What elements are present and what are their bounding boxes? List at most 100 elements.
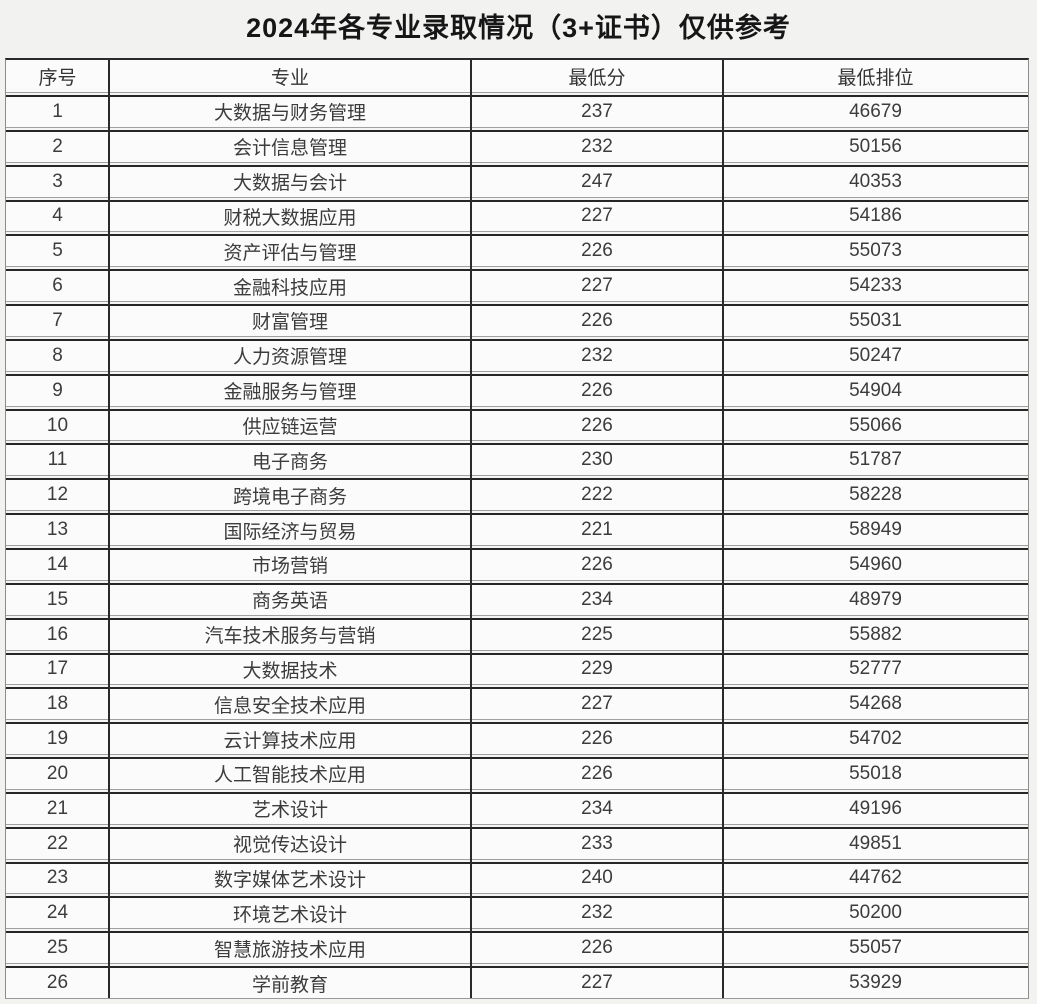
cell-rank: 49851 <box>849 832 902 854</box>
cell-score: 230 <box>581 449 613 471</box>
cell-major: 商务英语 <box>251 591 328 613</box>
table-row: 15 商务英语 234 48979 <box>6 585 1028 615</box>
table-row: 16 汽车技术服务与营销 225 55882 <box>6 620 1028 650</box>
cell-major: 学前教育 <box>251 974 328 996</box>
column-divider <box>108 60 110 998</box>
table-row: 3 大数据与会计 247 40353 <box>6 167 1028 197</box>
cell-score: 225 <box>581 623 613 645</box>
cell-score: 226 <box>581 309 613 331</box>
cell-major: 大数据与会计 <box>232 173 347 195</box>
page-title: 2024年各专业录取情况（3+证书）仅供参考 <box>246 13 791 43</box>
cell-score: 226 <box>581 240 613 262</box>
cell-index: 3 <box>52 170 63 192</box>
cell-major: 电子商务 <box>251 451 328 473</box>
table-row: 21 艺术设计 234 49196 <box>6 794 1028 824</box>
row-divider <box>6 544 1028 550</box>
cell-score: 227 <box>581 972 613 994</box>
cell-index: 6 <box>52 275 63 297</box>
column-divider <box>722 60 724 998</box>
row-divider <box>6 92 1028 97</box>
cell-score: 234 <box>581 797 613 819</box>
cell-score: 232 <box>581 344 613 366</box>
cell-score: 232 <box>581 135 613 157</box>
cell-index: 16 <box>46 623 69 645</box>
cell-score: 226 <box>581 762 613 784</box>
cell-score: 226 <box>581 937 613 959</box>
table-row: 22 视觉传达设计 233 49851 <box>6 829 1028 859</box>
cell-rank: 50200 <box>849 902 902 924</box>
cell-major: 大数据与财务管理 <box>213 103 366 125</box>
cell-index: 14 <box>46 553 69 575</box>
table-row: 12 跨境电子商务 222 58228 <box>6 480 1028 510</box>
row-divider <box>6 928 1028 934</box>
row-divider <box>6 754 1028 760</box>
cell-score: 234 <box>581 588 613 610</box>
table-row: 26 学前教育 227 53929 <box>6 968 1028 998</box>
cell-major: 数字媒体艺术设计 <box>213 869 366 891</box>
cell-rank: 58949 <box>849 519 902 541</box>
cell-major: 资产评估与管理 <box>223 242 357 264</box>
cell-rank: 54904 <box>849 379 902 401</box>
cell-index: 5 <box>52 240 63 262</box>
cell-score: 237 <box>581 100 613 122</box>
row-divider <box>6 266 1028 272</box>
table-body: 1 大数据与财务管理 237 46679 2 会计信息管理 232 50156 … <box>6 92 1028 998</box>
cell-major: 人工智能技术应用 <box>213 765 366 787</box>
row-divider <box>6 440 1028 446</box>
row-divider <box>6 510 1028 516</box>
cell-rank: 44762 <box>849 867 902 889</box>
column-divider <box>470 60 472 998</box>
cell-index: 26 <box>46 972 69 994</box>
cell-rank: 54268 <box>849 693 902 715</box>
cell-score: 222 <box>581 484 613 506</box>
cell-rank: 54186 <box>849 205 902 227</box>
cell-major: 信息安全技术应用 <box>213 695 366 717</box>
row-divider <box>6 126 1028 132</box>
results-table: 序号 专业 最低分 最低排位 1 大数据与财务管理 237 46679 2 会计… <box>5 58 1029 999</box>
cell-major: 会计信息管理 <box>232 138 347 160</box>
cell-rank: 58228 <box>849 484 902 506</box>
cell-index: 12 <box>46 484 69 506</box>
cell-rank: 51787 <box>849 449 902 471</box>
cell-major: 智慧旅游技术应用 <box>213 939 366 961</box>
header-cell-index: 序号 <box>38 67 77 89</box>
cell-index: 8 <box>52 344 63 366</box>
cell-rank: 40353 <box>849 170 902 192</box>
table-row: 7 财富管理 226 55031 <box>6 306 1028 336</box>
cell-score: 247 <box>581 170 613 192</box>
cell-score: 229 <box>581 658 613 680</box>
cell-rank: 55031 <box>849 309 902 331</box>
cell-score: 240 <box>581 867 613 889</box>
row-divider <box>6 475 1028 481</box>
table-row: 8 人力资源管理 232 50247 <box>6 341 1028 371</box>
cell-rank: 50156 <box>849 135 902 157</box>
cell-rank: 54702 <box>849 728 902 750</box>
row-divider <box>6 963 1028 969</box>
cell-score: 227 <box>581 205 613 227</box>
cell-rank: 55057 <box>849 937 902 959</box>
row-divider <box>6 823 1028 829</box>
cell-index: 22 <box>46 832 69 854</box>
cell-index: 9 <box>52 379 63 401</box>
row-divider <box>6 788 1028 794</box>
row-divider <box>6 196 1028 202</box>
cell-index: 10 <box>46 414 69 436</box>
cell-index: 2 <box>52 135 63 157</box>
cell-index: 15 <box>46 588 69 610</box>
table-header-row: 序号 专业 最低分 最低排位 <box>6 60 1028 92</box>
row-divider <box>6 335 1028 341</box>
cell-score: 221 <box>581 519 613 541</box>
cell-index: 25 <box>46 937 69 959</box>
table-row: 25 智慧旅游技术应用 226 55057 <box>6 933 1028 963</box>
cell-index: 24 <box>46 902 69 924</box>
cell-major: 跨境电子商务 <box>232 486 347 508</box>
cell-major: 大数据技术 <box>242 660 338 682</box>
table-row: 10 供应链运营 226 55066 <box>6 411 1028 441</box>
cell-major: 供应链运营 <box>242 417 338 439</box>
cell-rank: 55882 <box>849 623 902 645</box>
header-cell-major: 专业 <box>270 67 309 89</box>
row-divider <box>6 614 1028 620</box>
cell-score: 227 <box>581 693 613 715</box>
cell-rank: 54233 <box>849 275 902 297</box>
cell-rank: 52777 <box>849 658 902 680</box>
